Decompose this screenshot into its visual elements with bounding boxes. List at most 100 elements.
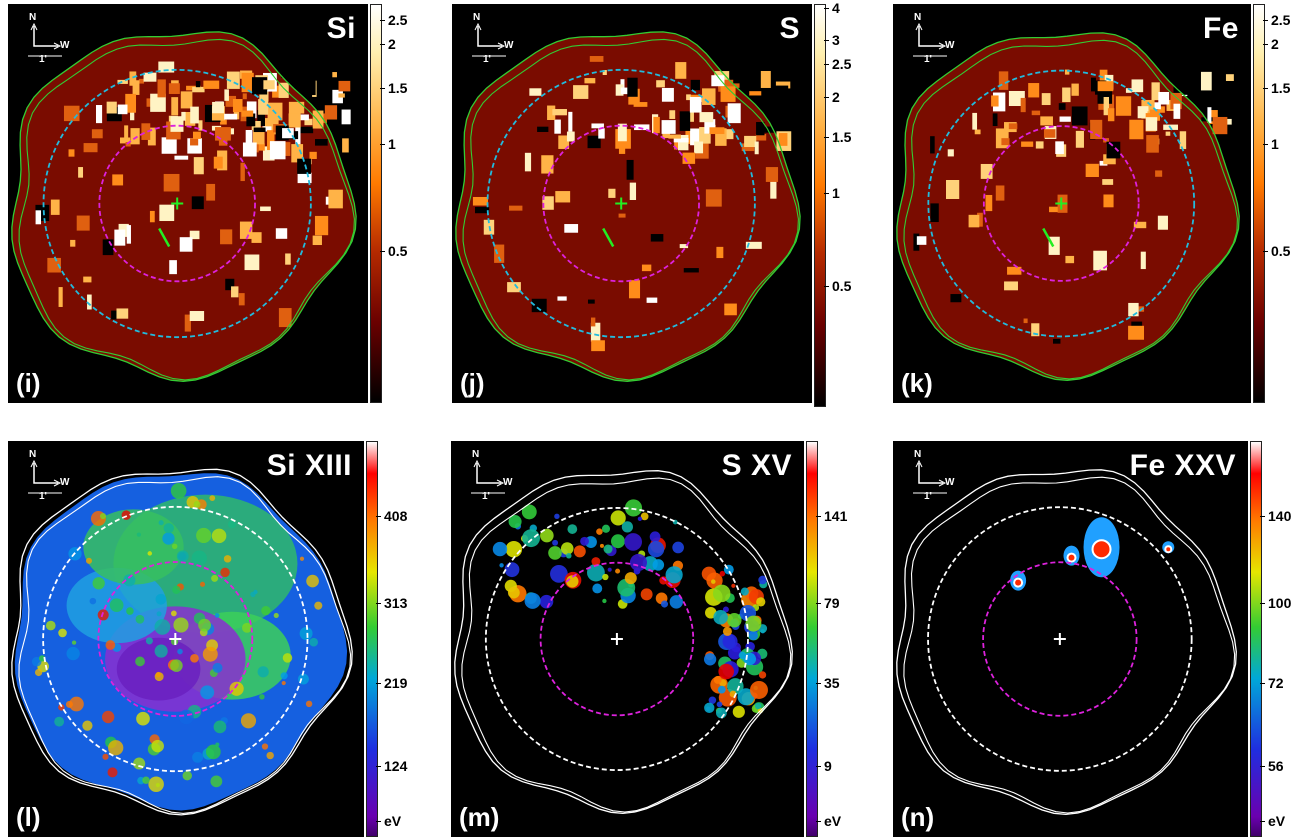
emission-knot (731, 583, 736, 588)
abundance-pixel (1049, 206, 1058, 213)
emission-knot (711, 579, 716, 584)
abundance-pixel (239, 221, 253, 239)
emission-knot (624, 499, 643, 517)
abundance-pixel (220, 229, 233, 245)
abundance-pixel (1023, 318, 1028, 324)
abundance-pixel (916, 236, 927, 245)
abundance-pixel (288, 113, 301, 128)
center-cross-icon (610, 633, 623, 645)
colorbar-tick-label: 3 (824, 32, 840, 48)
abundance-pixel (775, 81, 791, 89)
compass-north: N (473, 12, 481, 23)
abundance-pixel (774, 85, 789, 104)
emission-knot (552, 539, 559, 546)
emission-knot (505, 540, 523, 558)
abundance-pixel (1071, 83, 1079, 96)
abundance-pixel (242, 142, 257, 157)
abundance-pixel (620, 79, 625, 89)
inner-dashed-circle (982, 125, 1140, 282)
outer-contour (455, 31, 801, 382)
emission-knot (109, 598, 124, 613)
abundance-pixel (646, 297, 658, 303)
emission-knot (669, 595, 684, 609)
abundance-pixel (974, 129, 981, 135)
emission-knot (587, 563, 605, 582)
compass-west: W (945, 40, 955, 51)
abundance-pixel (263, 80, 275, 90)
panel-s-map: N W 1' S (j) (452, 4, 812, 403)
outer-dashed-circle (42, 68, 312, 339)
emission-knot (508, 515, 522, 529)
colorbar-tick-label: 408 (375, 508, 408, 524)
compass-scale: 1' (924, 491, 932, 502)
emission-knot (155, 593, 167, 605)
colorbar-tick-label: 313 (375, 595, 408, 611)
abundance-pixel (618, 138, 626, 154)
abundance-pixel (968, 214, 980, 228)
abundance-pixel (267, 130, 275, 151)
abundance-pixel (629, 182, 637, 201)
abundance-pixel (260, 206, 271, 212)
outer-dashed-circle (927, 69, 1196, 338)
abundance-pixel (342, 138, 349, 153)
center-cross-icon (169, 633, 182, 645)
emission-knot (607, 567, 612, 572)
abundance-pixel (246, 101, 257, 119)
emission-knot (713, 676, 722, 684)
abundance-pixel (312, 235, 322, 246)
abundance-pixel (225, 278, 235, 291)
emission-knot (708, 696, 717, 705)
abundance-pixel (180, 91, 193, 109)
abundance-pixel (628, 280, 641, 299)
abundance-pixel (1165, 131, 1171, 136)
center-cross-icon (1055, 197, 1068, 210)
abundance-pixel (70, 239, 76, 247)
abundance-pixel (193, 157, 204, 175)
abundance-pixel (305, 75, 316, 96)
remnant-image (454, 470, 793, 815)
emission-knot (507, 586, 520, 599)
abundance-pixel (1146, 135, 1159, 153)
emission-knot (758, 671, 767, 679)
emission-knot (229, 681, 244, 696)
abundance-pixel (1158, 91, 1170, 105)
abundance-pixel (150, 93, 166, 112)
abundance-pixel (294, 114, 309, 121)
abundance-pixel (568, 111, 573, 132)
abundance-pixel (980, 163, 993, 179)
outer-contour (903, 476, 1236, 814)
emission-knot (314, 601, 323, 610)
abundance-pixel (272, 85, 285, 98)
emission-knot (309, 637, 319, 647)
emission-knot (209, 495, 216, 502)
emission-knot (610, 534, 625, 549)
emission-knot (71, 640, 77, 645)
abundance-pixel (1157, 215, 1168, 230)
abundance-pixel (158, 61, 175, 73)
colorbar-tick-label: 56 (1260, 758, 1284, 774)
abundance-pixel (1031, 323, 1040, 337)
emission-knot (603, 544, 613, 554)
abundance-pixel (192, 131, 201, 139)
emission-knot (105, 640, 116, 650)
abundance-pixel (584, 78, 596, 84)
abundance-pixel (1115, 96, 1132, 116)
emission-knot (615, 568, 621, 574)
emission-knot (142, 776, 150, 784)
abundance-pixel (161, 137, 177, 154)
compass-west: W (60, 477, 70, 488)
abundance-pixel (947, 149, 954, 157)
inner-dashed-circle (982, 561, 1138, 717)
abundance-pixel (168, 83, 180, 94)
abundance-pixel (590, 322, 601, 342)
colorbar-tick-label: 72 (1260, 675, 1284, 691)
colorbar-tick-label: 1 (824, 185, 840, 201)
abundance-pixel (1153, 102, 1161, 110)
abundance-pixel (749, 91, 762, 96)
outer-dashed-circle (927, 506, 1193, 772)
abundance-pixel (141, 123, 151, 140)
emission-knot (305, 700, 313, 708)
abundance-pixel (913, 233, 920, 251)
abundance-pixel (253, 127, 265, 145)
abundance-pixel (262, 126, 272, 132)
